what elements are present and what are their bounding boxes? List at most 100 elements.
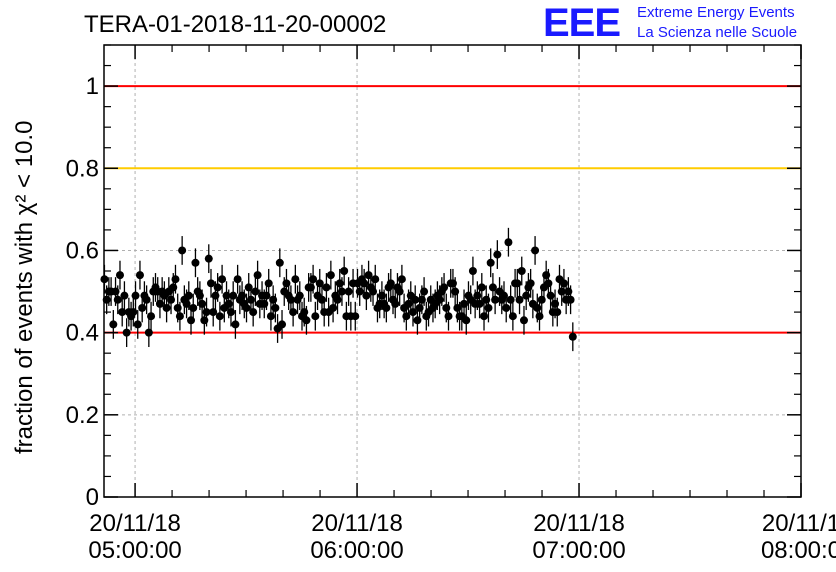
data-point <box>460 299 469 308</box>
x-tick-label-time: 05:00:00 <box>88 537 181 564</box>
data-point <box>271 303 280 312</box>
data-point <box>215 312 224 321</box>
data-point <box>213 283 222 292</box>
data-point <box>135 271 144 280</box>
data-point <box>480 312 489 321</box>
data-point <box>451 287 460 296</box>
data-point <box>295 291 304 300</box>
axis-ticks <box>104 44 802 498</box>
x-tick-label-date: 20/11/18 <box>311 510 403 537</box>
data-point <box>468 267 477 275</box>
data-point <box>175 312 184 321</box>
y-tick-label: 0.8 <box>66 155 99 182</box>
data-point <box>566 295 575 304</box>
data-point <box>444 312 453 321</box>
data-point <box>302 316 311 325</box>
data-point <box>191 258 200 267</box>
data-point <box>184 291 193 300</box>
data-point <box>278 320 287 329</box>
data-point <box>568 332 577 341</box>
data-points <box>100 227 577 352</box>
data-point <box>337 287 346 296</box>
data-point <box>122 328 131 337</box>
data-point <box>515 295 524 304</box>
chart-title: TERA-01-2018-11-20-00002 <box>84 11 387 38</box>
data-point <box>198 299 207 308</box>
data-point <box>420 287 429 296</box>
x-tick-label-time: 06:00:00 <box>310 537 403 564</box>
data-point <box>144 328 153 337</box>
data-point <box>131 291 140 300</box>
data-point <box>506 295 515 304</box>
data-point <box>475 299 484 308</box>
logo-line-2: La Scienza nelle Scuole <box>637 24 798 41</box>
y-tick-label: 0.4 <box>66 320 99 347</box>
data-point <box>513 279 522 288</box>
data-point <box>526 279 535 288</box>
data-point <box>362 291 371 300</box>
data-point <box>162 303 171 312</box>
data-point <box>371 275 380 284</box>
data-point <box>531 246 540 255</box>
data-point <box>553 308 562 317</box>
x-tick-label-time: 07:00:00 <box>532 537 625 564</box>
data-point <box>266 312 275 321</box>
data-point <box>115 271 124 280</box>
data-point <box>535 312 544 321</box>
data-point <box>440 283 449 292</box>
data-point <box>251 287 260 296</box>
y-tick-label: 1 <box>86 73 99 100</box>
data-point <box>249 308 258 317</box>
data-point <box>351 312 360 321</box>
data-point <box>391 299 400 308</box>
data-point <box>178 246 187 255</box>
data-point <box>462 316 471 325</box>
data-point <box>242 303 251 312</box>
data-point <box>229 291 238 300</box>
data-point <box>326 271 335 280</box>
data-point <box>517 267 526 275</box>
data-point <box>253 271 262 280</box>
data-point <box>559 279 568 288</box>
data-point <box>129 308 138 317</box>
x-tick-label-date: 20/11/1 <box>762 510 836 537</box>
data-point <box>289 308 298 317</box>
data-point <box>209 308 218 317</box>
data-point <box>113 295 122 304</box>
x-tick-label-date: 20/11/18 <box>89 510 181 537</box>
data-point <box>340 267 349 275</box>
data-point <box>493 250 502 259</box>
eee-logo: EEE <box>543 1 621 45</box>
data-point <box>218 275 227 284</box>
data-point <box>204 254 213 263</box>
y-tick-label: 0.6 <box>66 237 99 264</box>
logo-line-1: Extreme Energy Events <box>637 4 795 21</box>
data-point <box>477 283 486 292</box>
reference-lines <box>104 85 801 334</box>
data-point <box>109 320 118 329</box>
y-axis-label: fraction of events with χ² < 10.0 <box>11 121 38 454</box>
data-point <box>344 287 353 296</box>
data-point <box>291 275 300 284</box>
y-tick-label: 0 <box>86 484 99 511</box>
data-point <box>226 308 235 317</box>
data-point <box>546 291 555 300</box>
data-point <box>519 316 528 325</box>
data-point <box>133 320 142 329</box>
data-point <box>504 238 513 247</box>
data-point <box>189 303 198 312</box>
data-point <box>386 279 395 288</box>
data-point <box>275 258 284 267</box>
data-point <box>315 279 324 288</box>
data-point <box>411 295 420 304</box>
data-point <box>382 303 391 312</box>
data-point <box>171 275 180 284</box>
y-tick-label: 0.2 <box>66 402 99 429</box>
data-point <box>322 283 331 292</box>
tick-labels: 00.20.40.60.8120/11/1805:00:0020/11/1806… <box>66 73 836 564</box>
data-point <box>120 291 129 300</box>
data-point <box>484 303 493 312</box>
data-point <box>118 308 127 317</box>
data-point <box>311 312 320 321</box>
